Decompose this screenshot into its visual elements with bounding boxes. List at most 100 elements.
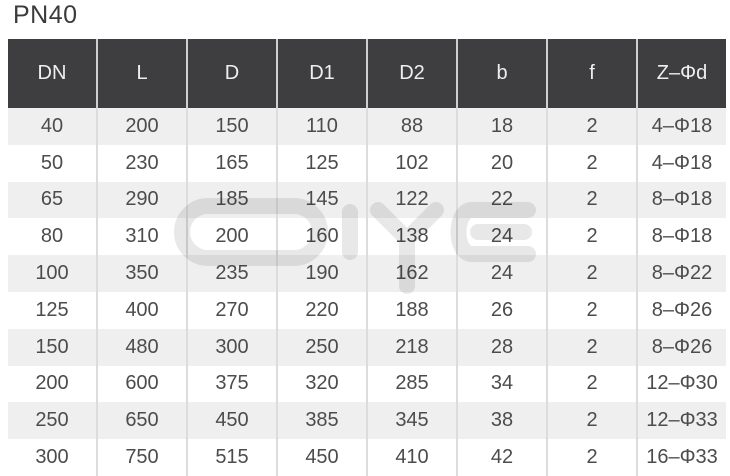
table-cell: 125 (276, 144, 366, 182)
column-header-z-d: Z–Φd (636, 39, 726, 108)
column-header-dn: DN (37, 62, 67, 84)
table-cell: 200 (96, 108, 186, 145)
table-cell: 650 (96, 402, 186, 440)
table-cell: 200 (35, 372, 69, 395)
table-cell: 8–Φ22 (636, 255, 726, 292)
table-cell: 150 (186, 108, 276, 145)
table-cell: 250 (35, 409, 69, 432)
table-cell: 450 (186, 402, 276, 440)
table-cell: 250 (276, 328, 366, 366)
table-cell: 8–Φ26 (636, 328, 726, 366)
table-cell: 285 (366, 365, 456, 403)
table-row-dn-200: 200 600 375 320 285 34 2 12–Φ30 (8, 365, 726, 403)
table-cell: 2 (546, 291, 636, 329)
column-header-l: L (96, 39, 186, 108)
table-cell: 270 (186, 291, 276, 329)
table-cell: 50 (40, 151, 64, 174)
table-cell: 34 (456, 365, 546, 403)
column-header-f: f (546, 39, 636, 108)
table-cell: 310 (96, 218, 186, 256)
table-cell: 8–Φ26 (636, 291, 726, 329)
table-cell: 16–Φ33 (636, 439, 726, 476)
table-row-dn-80: 80 310 200 160 138 24 2 8–Φ18 (8, 218, 726, 256)
table-cell: 125 (35, 298, 69, 321)
table-cell: 515 (186, 439, 276, 476)
table-cell: 230 (96, 144, 186, 182)
table-cell: 2 (546, 218, 636, 256)
table-header-row: DN L D D1 D2 b f Z–Φd (8, 39, 726, 108)
table-cell: 400 (96, 291, 186, 329)
table-cell: 2 (546, 108, 636, 145)
table-cell: 160 (276, 218, 366, 256)
table-cell: 12–Φ30 (636, 365, 726, 403)
table-cell: 2 (546, 402, 636, 440)
table-cell: 110 (276, 108, 366, 145)
table-cell: 8–Φ18 (636, 181, 726, 219)
table-cell: 2 (546, 365, 636, 403)
table-cell: 200 (186, 218, 276, 256)
table-cell: 12–Φ33 (636, 402, 726, 440)
table-cell: 65 (40, 188, 64, 211)
table-cell: 218 (366, 328, 456, 366)
table-cell: 26 (456, 291, 546, 329)
table-cell: 410 (366, 439, 456, 476)
table-row-dn-40: 40 200 150 110 88 18 2 4–Φ18 (8, 108, 726, 145)
table-cell: 300 (35, 446, 69, 469)
table-cell: 750 (96, 439, 186, 476)
table-cell: 2 (546, 255, 636, 292)
table-cell: 2 (546, 439, 636, 476)
table-cell: 145 (276, 181, 366, 219)
column-header-b: b (456, 39, 546, 108)
table-cell: 22 (456, 181, 546, 219)
table-row-dn-250: 250 650 450 385 345 38 2 12–Φ33 (8, 402, 726, 440)
table-cell: 375 (186, 365, 276, 403)
table-cell: 80 (40, 225, 64, 248)
table-cell: 220 (276, 291, 366, 329)
column-header-d1: D1 (276, 39, 366, 108)
page-title: PN40 (13, 1, 78, 29)
table-row-dn-100: 100 350 235 190 162 24 2 8–Φ22 (8, 255, 726, 292)
column-header-d: D (186, 39, 276, 108)
table-cell: 190 (276, 255, 366, 292)
table-cell: 40 (40, 114, 64, 137)
table-cell: 2 (546, 328, 636, 366)
table-cell: 8–Φ18 (636, 218, 726, 256)
table-cell: 165 (186, 144, 276, 182)
table-cell: 320 (276, 365, 366, 403)
table-cell: 185 (186, 181, 276, 219)
table-cell: 600 (96, 365, 186, 403)
table-cell: 235 (186, 255, 276, 292)
table-cell: 345 (366, 402, 456, 440)
dimension-table: DN L D D1 D2 b f Z–Φd 40 200 150 110 88 18 2 4–Φ18 50 23… (8, 39, 726, 476)
column-header-d2: D2 (366, 39, 456, 108)
table-cell: 24 (456, 218, 546, 256)
table-cell: 88 (366, 108, 456, 145)
table-cell: 188 (366, 291, 456, 329)
table-cell: 100 (35, 262, 69, 285)
table-cell: 122 (366, 181, 456, 219)
table-cell: 20 (456, 144, 546, 182)
table-cell: 4–Φ18 (636, 144, 726, 182)
table-cell: 300 (186, 328, 276, 366)
table-row-dn-300: 300 750 515 450 410 42 2 16–Φ33 (8, 439, 726, 476)
table-cell: 2 (546, 144, 636, 182)
table-cell: 24 (456, 255, 546, 292)
table-cell: 162 (366, 255, 456, 292)
table-cell: 385 (276, 402, 366, 440)
table-row-dn-150: 150 480 300 250 218 28 2 8–Φ26 (8, 328, 726, 366)
table-cell: 138 (366, 218, 456, 256)
table-cell: 28 (456, 328, 546, 366)
table-cell: 38 (456, 402, 546, 440)
table-cell: 480 (96, 328, 186, 366)
table-cell: 102 (366, 144, 456, 182)
table-cell: 150 (35, 335, 69, 358)
table-cell: 450 (276, 439, 366, 476)
table-cell: 18 (456, 108, 546, 145)
table-row-dn-125: 125 400 270 220 188 26 2 8–Φ26 (8, 291, 726, 329)
table-cell: 4–Φ18 (636, 108, 726, 145)
table-row-dn-65: 65 290 185 145 122 22 2 8–Φ18 (8, 181, 726, 219)
table-cell: 42 (456, 439, 546, 476)
table-cell: 2 (546, 181, 636, 219)
table-row-dn-50: 50 230 165 125 102 20 2 4–Φ18 (8, 144, 726, 182)
